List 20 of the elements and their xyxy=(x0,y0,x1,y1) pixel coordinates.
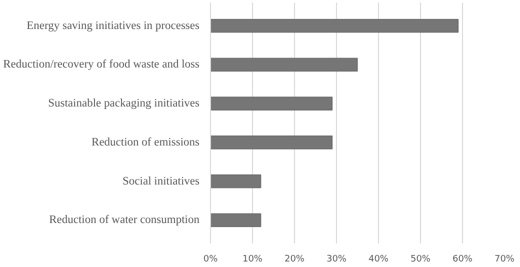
bar xyxy=(210,96,333,110)
x-tick-label: 40% xyxy=(368,254,389,264)
y-tick-label: Reduction of emissions xyxy=(92,136,200,148)
x-tick-label: 50% xyxy=(410,254,431,264)
bar xyxy=(210,174,262,188)
x-tick-label: 10% xyxy=(242,254,263,264)
y-tick-label: Social initiatives xyxy=(122,175,200,188)
x-tick-label: 60% xyxy=(452,254,473,264)
x-tick-label: 0% xyxy=(203,254,218,264)
bar xyxy=(210,136,333,150)
bar xyxy=(210,58,358,72)
y-tick-label: Reduction/recovery of food waste and loss xyxy=(3,58,200,71)
bar xyxy=(210,18,459,33)
y-tick-label: Energy saving initiatives in processes xyxy=(26,20,200,32)
bar xyxy=(210,213,262,228)
x-tick-label: 70% xyxy=(494,254,515,264)
x-tick-label: 30% xyxy=(326,254,347,264)
x-tick-label: 20% xyxy=(284,254,305,264)
y-tick-label: Sustainable packaging initiatives xyxy=(48,98,200,110)
y-tick-label: Reduction of water consumption xyxy=(49,214,200,226)
